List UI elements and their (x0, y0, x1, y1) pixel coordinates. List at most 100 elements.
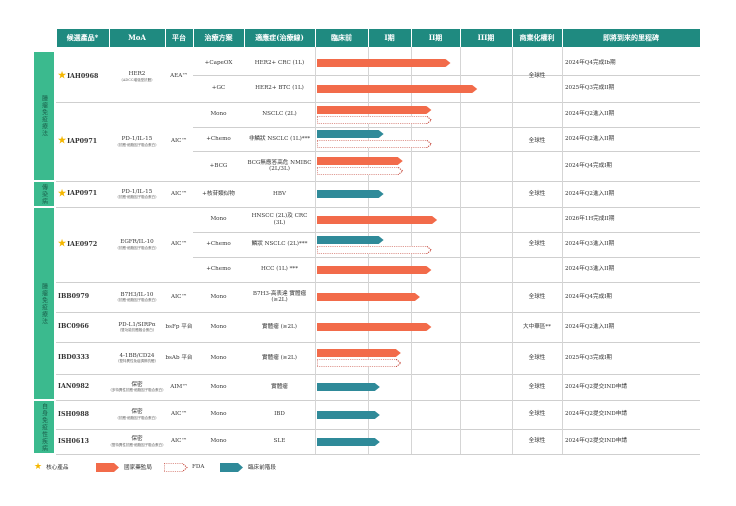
moa-sublabel: (抗體-細胞因子融合蛋白) (117, 245, 157, 250)
moa-cell: EGFR/IL-10 (抗體-細胞因子融合蛋白) (109, 207, 165, 282)
regimen-cell: +核苷類似物 (202, 190, 235, 197)
product-name: ISH0988 (58, 400, 109, 429)
moa-cell: PD-1/IL-15 (抗體-細胞因子融合蛋白) (109, 181, 165, 207)
commercial-rights: 全球性 (528, 411, 546, 418)
legend-swatch-nmpa (96, 462, 119, 472)
product-name: ISH0613 (58, 429, 109, 454)
moa-label: HER2 (128, 71, 146, 78)
row-divider (56, 374, 700, 375)
indication-cell: 實體瘤 (≥2L) (262, 323, 297, 330)
moa-label: PD-1/IL-15 (121, 188, 153, 195)
progress-bar-nmpa (317, 349, 401, 357)
header-indication: 適應症 (治療線) (244, 29, 315, 47)
regimen-cell: +GC (211, 85, 226, 92)
moa-sublabel: (抗體-細胞因子融合蛋白) (117, 195, 157, 200)
legend-item-core: ★ 核心產品 (34, 460, 68, 474)
milestone-cell: 2025年Q3完成I期 (565, 354, 612, 361)
row-divider (56, 400, 700, 401)
column-divider (562, 47, 563, 454)
progress-bar-nmpa (317, 157, 403, 165)
commercial-rights: 全球性 (528, 241, 546, 248)
progress-bar-nmpa (317, 265, 432, 274)
platform-cell: AIC™ (170, 438, 188, 445)
milestone-cell: 2024年Q3進入II期 (565, 241, 615, 248)
milestone-cell: 2026年1H完成II期 (565, 216, 615, 223)
platform-cell: AIC™ (170, 293, 188, 300)
legend-label: FDA (192, 464, 205, 470)
milestone-cell: 2024年Q2進入II期 (565, 135, 615, 142)
progress-arrow (317, 235, 384, 244)
commercial-rights: 全球性 (528, 138, 546, 145)
progress-bar-nmpa (317, 84, 478, 93)
commercial-rights: 全球性 (528, 293, 546, 300)
platform-cell: AIM™ (170, 383, 188, 390)
product-label: IAN0982 (58, 383, 90, 391)
regimen-cell: Mono (210, 438, 227, 445)
regimen-cell: +CapeOX (204, 59, 233, 66)
progress-bar-fda (317, 359, 402, 367)
progress-bar-nmpa (317, 215, 438, 224)
product-label: IAP0971 (67, 190, 98, 198)
indication-cell: 實體瘤 (271, 383, 288, 390)
progress-arrow (317, 59, 451, 67)
progress-bar-preclinical (317, 190, 384, 198)
row-divider (56, 342, 700, 343)
progress-bar-nmpa (317, 105, 432, 114)
moa-label: PD-1/IL-15 (121, 136, 153, 143)
product-label: IBB0979 (58, 293, 90, 301)
column-divider (460, 47, 461, 454)
progress-bar-preclinical (317, 130, 384, 138)
commercial-rights: 全球性 (528, 190, 546, 197)
header-phase3: III期 (460, 29, 512, 47)
platform-cell: AIC™ (170, 411, 188, 418)
indication-cell: HNSCC (2L)及 CRC (3L) (251, 213, 308, 226)
progress-bar-preclinical (317, 383, 380, 391)
platform-cell: bsAb 平台 (165, 354, 193, 361)
category-infectious: 傳染病 (34, 182, 54, 206)
indication-cell: BCG無應答高危 NMIBC (2L/3L) (247, 159, 312, 172)
moa-label: 4-1BB/CD24 (119, 352, 155, 359)
legend-swatch-fda (164, 462, 188, 472)
progress-arrow (317, 157, 403, 165)
product-name: ★ IAH0968 (58, 51, 109, 102)
moa-sublabel: (抗體-細胞因子融合蛋白) (117, 142, 157, 147)
legend-item-preclinical: 臨床前階段 (220, 460, 276, 474)
row-divider (56, 312, 700, 313)
legend-label: 核心產品 (46, 465, 69, 471)
header-milestone: 即將到來的里程碑 (562, 29, 700, 47)
moa-label: PD-L1/SIRPα (118, 321, 156, 328)
category-autoimmune: 自身免疫性疾病 (34, 401, 54, 453)
core-product-star-icon: ★ (58, 188, 67, 199)
progress-arrow (317, 245, 433, 254)
legend-label: 國家藥監局 (124, 465, 152, 471)
product-name: IBD0333 (58, 342, 109, 374)
regimen-cell: Mono (210, 216, 227, 223)
product-name: ★ IAP0971 (58, 181, 109, 207)
header-product: 候選產品* (56, 29, 109, 47)
moa-label: 保密 (131, 381, 143, 388)
indication-cell: HBV (272, 190, 287, 197)
moa-label: EGFR/IL-10 (120, 239, 154, 246)
commercial-rights: 全球性 (528, 354, 546, 361)
progress-bar-fda (317, 115, 433, 124)
product-label: IAE0972 (67, 240, 98, 248)
moa-sublabel: (抗體-細胞因子融合蛋白) (117, 298, 157, 303)
header-regimen: 治療方案 (193, 29, 244, 47)
regimen-cell: +Chemo (206, 266, 231, 273)
core-product-star-icon: ★ (58, 71, 67, 82)
moa-cell: 保密 (抗體-細胞因子融合蛋白) (109, 400, 165, 429)
progress-bar-preclinical (317, 235, 384, 244)
row-divider (193, 232, 700, 233)
commercial-rights: 全球性 (528, 73, 546, 80)
progress-bar-nmpa (317, 323, 432, 331)
moa-sublabel: (雙特異性免疫調節抗體) (118, 359, 156, 364)
progress-arrow (317, 349, 401, 357)
platform-cell: bsFp 平台 (165, 323, 193, 330)
product-label: ISH0613 (58, 437, 89, 445)
moa-cell: 保密 (多特異性抗體-細胞因子融合蛋白) (109, 374, 165, 400)
regimen-cell: +Chemo (206, 241, 231, 248)
milestone-cell: 2024年Q4完成Ib期 (565, 59, 616, 66)
moa-cell: PD-L1/SIRPα (雙功能抗體融合蛋白) (109, 312, 165, 342)
product-name: IAN0982 (58, 374, 109, 400)
progress-arrow (317, 383, 380, 391)
